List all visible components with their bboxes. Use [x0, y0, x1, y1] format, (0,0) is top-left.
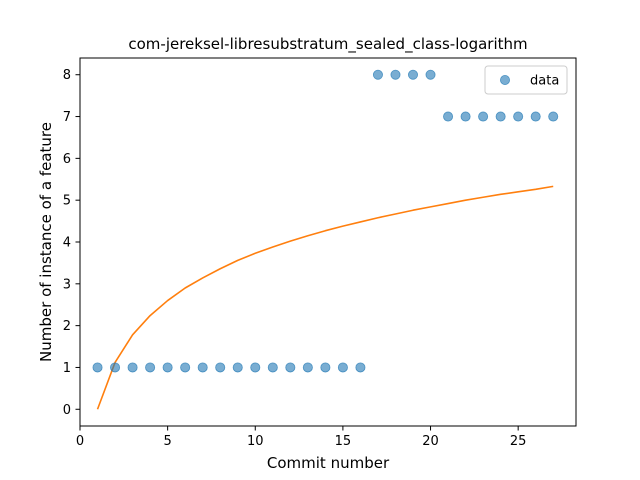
- x-tick-label: 20: [422, 434, 439, 449]
- y-tick-label: 2: [63, 319, 71, 334]
- data-point: [180, 362, 191, 373]
- y-tick-label: 1: [63, 361, 71, 376]
- data-point: [320, 362, 331, 373]
- data-point: [232, 362, 243, 373]
- x-tick-label: 5: [163, 434, 171, 449]
- y-tick-label: 8: [63, 68, 71, 83]
- data-point: [407, 69, 418, 80]
- y-tick-label: 4: [63, 236, 71, 251]
- data-point: [530, 111, 541, 122]
- data-point: [110, 362, 121, 373]
- x-axis-label: Commit number: [267, 454, 390, 472]
- data-point: [513, 111, 524, 122]
- fit-line: [96, 185, 554, 410]
- data-point: [267, 362, 278, 373]
- data-point: [390, 69, 401, 80]
- x-tick-label: 10: [247, 434, 264, 449]
- data-point: [443, 111, 454, 122]
- legend: data: [484, 65, 568, 95]
- data-point: [495, 111, 506, 122]
- data-point: [425, 69, 436, 80]
- data-point: [548, 111, 559, 122]
- data-point: [337, 362, 348, 373]
- data-point: [460, 111, 471, 122]
- data-point: [197, 362, 208, 373]
- y-tick-label: 0: [63, 403, 71, 418]
- y-tick-label: 6: [63, 152, 71, 167]
- axes: 0 5 10 15 20 25 0 1 2 3 4 5 6 7 8: [63, 57, 577, 449]
- x-tick-label: 25: [510, 434, 527, 449]
- data-point: [145, 362, 156, 373]
- x-tick-label: 0: [76, 434, 84, 449]
- data-point: [162, 362, 173, 373]
- plot-area: [92, 69, 559, 410]
- y-tick-label: 7: [63, 110, 71, 125]
- data-point: [285, 362, 296, 373]
- legend-marker: [499, 75, 510, 86]
- y-tick-label: 3: [63, 277, 71, 292]
- data-point: [302, 362, 313, 373]
- y-axis-label: Number of instance of a feature: [37, 122, 55, 362]
- legend-label: data: [530, 74, 559, 89]
- chart-title: com-jereksel-libresubstratum_sealed_clas…: [128, 35, 527, 54]
- data-point: [92, 362, 103, 373]
- x-tick-label: 15: [335, 434, 352, 449]
- legend-box: [484, 65, 568, 95]
- data-point: [127, 362, 138, 373]
- data-point: [355, 362, 366, 373]
- y-tick-label: 5: [63, 194, 71, 209]
- data-point: [372, 69, 383, 80]
- data-point: [250, 362, 261, 373]
- data-point: [215, 362, 226, 373]
- data-point: [478, 111, 489, 122]
